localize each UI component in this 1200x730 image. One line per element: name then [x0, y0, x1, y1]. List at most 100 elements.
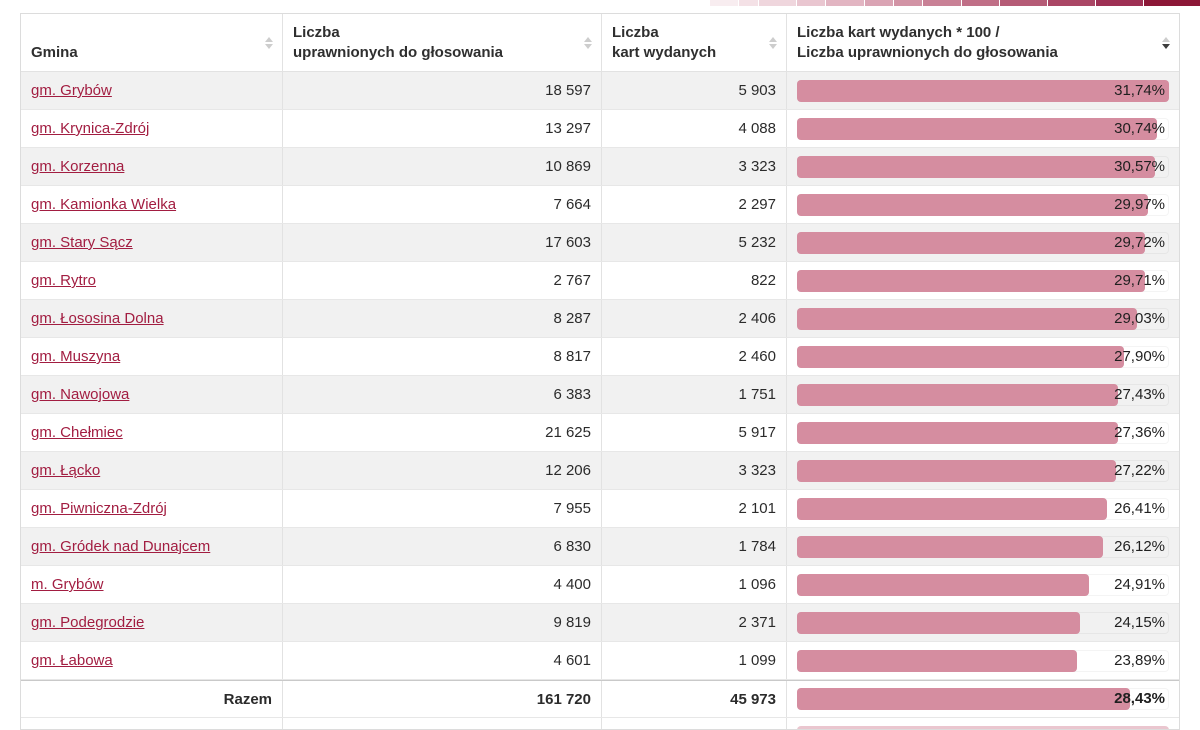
ratio-bar — [797, 345, 1124, 368]
ratio-value: 29,71% — [1114, 271, 1165, 289]
ballots-cell: 4 088 — [602, 110, 787, 147]
table-row: gm. Grybów 18 597 5 903 31,74% — [21, 72, 1179, 110]
gmina-link[interactable]: gm. Muszyna — [31, 348, 121, 365]
ratio-cell: 24,91% — [787, 566, 1179, 603]
ratio-value: 29,03% — [1114, 309, 1165, 327]
ratio-cell: 29,71% — [787, 262, 1179, 299]
table-row: m. Grybów 4 400 1 096 24,91% — [21, 566, 1179, 604]
gmina-link[interactable]: gm. Krynica-Zdrój — [31, 120, 150, 137]
ratio-cell: 27,22% — [787, 452, 1179, 489]
gmina-link[interactable]: gm. Nawojowa — [31, 386, 130, 403]
gmina-link[interactable]: gm. Grybów — [31, 82, 112, 99]
ratio-cell: 29,72% — [787, 224, 1179, 261]
ratio-bar-track: 27,43% — [797, 383, 1169, 406]
ratio-bar — [797, 535, 1104, 558]
color-scale-segment — [864, 0, 894, 6]
color-scale-segment — [710, 0, 739, 6]
eligible-cell: 7 664 — [283, 186, 602, 223]
eligible-cell: 18 597 — [283, 72, 602, 109]
eligible-cell: 10 869 — [283, 148, 602, 185]
gmina-cell: gm. Gródek nad Dunajcem — [21, 528, 283, 565]
gmina-cell: gm. Stary Sącz — [21, 224, 283, 261]
ballots-cell: 5 917 — [602, 414, 787, 451]
results-table: Gmina Liczba uprawnionych do głosowania … — [20, 13, 1180, 730]
eligible-cell: 6 830 — [283, 528, 602, 565]
gmina-link[interactable]: gm. Chełmiec — [31, 424, 123, 441]
gmina-link[interactable]: gm. Piwniczna-Zdrój — [31, 500, 167, 517]
ratio-bar — [797, 117, 1158, 140]
ratio-value: 27,22% — [1114, 461, 1165, 479]
table-row: gm. Muszyna 8 817 2 460 27,90% — [21, 338, 1179, 376]
ratio-bar — [797, 155, 1156, 178]
ratio-cell: 26,41% — [787, 490, 1179, 527]
ratio-cell: 26,12% — [787, 528, 1179, 565]
gmina-cell: gm. Łącko — [21, 452, 283, 489]
ratio-bar-track: 27,36% — [797, 421, 1169, 444]
ballots-cell: 2 406 — [602, 300, 787, 337]
color-scale-strip — [710, 0, 1200, 6]
eligible-cell: 4 400 — [283, 566, 602, 603]
ratio-value: 24,15% — [1114, 613, 1165, 631]
eligible-cell: 8 817 — [283, 338, 602, 375]
color-scale-segment — [923, 0, 961, 6]
ballots-cell: 3 323 — [602, 452, 787, 489]
ballots-cell: 2 101 — [602, 490, 787, 527]
column-header-label: kart wydanych — [612, 44, 717, 61]
ratio-bar — [797, 79, 1169, 102]
gmina-link[interactable]: gm. Podegrodzie — [31, 614, 145, 631]
gmina-cell: gm. Korzenna — [21, 148, 283, 185]
ratio-bar — [797, 231, 1146, 254]
gmina-link[interactable]: gm. Łabowa — [31, 652, 113, 669]
ballots-cell: 1 096 — [602, 566, 787, 603]
table-row: gm. Podegrodzie 9 819 2 371 24,15% — [21, 604, 1179, 642]
color-scale-segment — [797, 0, 826, 6]
ratio-value: 27,36% — [1114, 423, 1165, 441]
gmina-link[interactable]: gm. Korzenna — [31, 158, 125, 175]
column-header-ballots[interactable]: Liczba kart wydanych — [602, 14, 787, 71]
ratio-cell: 29,97% — [787, 186, 1179, 223]
gmina-link[interactable]: gm. Łososina Dolna — [31, 310, 164, 327]
table-row: gm. Łabowa 4 601 1 099 23,89% — [21, 642, 1179, 680]
ratio-cell: 27,90% — [787, 338, 1179, 375]
ratio-cell: 23,89% — [787, 642, 1179, 679]
color-scale-segment — [826, 0, 864, 6]
table-body: gm. Grybów 18 597 5 903 31,74% gm. Kryni… — [21, 72, 1179, 680]
ratio-bar — [797, 497, 1107, 520]
column-header-ratio[interactable]: Liczba kart wydanych * 100 / Liczba upra… — [787, 14, 1179, 71]
ballots-cell: 5 903 — [602, 72, 787, 109]
table-row: gm. Stary Sącz 17 603 5 232 29,72% — [21, 224, 1179, 262]
gmina-cell: gm. Kamionka Wielka — [21, 186, 283, 223]
ratio-bar-track: 30,57% — [797, 155, 1169, 178]
column-header-label: Liczba kart wydanych * 100 / — [797, 24, 1000, 41]
ballots-cell: 822 — [602, 262, 787, 299]
table-row: gm. Piwniczna-Zdrój 7 955 2 101 26,41% — [21, 490, 1179, 528]
cutoff-row — [21, 718, 1179, 729]
table-row: gm. Kamionka Wielka 7 664 2 297 29,97% — [21, 186, 1179, 224]
gmina-link[interactable]: m. Grybów — [31, 576, 104, 593]
ballots-cell: 3 323 — [602, 148, 787, 185]
ratio-value: 29,97% — [1114, 195, 1165, 213]
ratio-bar-track: 29,71% — [797, 269, 1169, 292]
ratio-bar-track: 26,41% — [797, 497, 1169, 520]
gmina-link[interactable]: gm. Gródek nad Dunajcem — [31, 538, 211, 555]
gmina-link[interactable]: gm. Kamionka Wielka — [31, 196, 177, 213]
ratio-value: 29,72% — [1114, 233, 1165, 251]
gmina-link[interactable]: gm. Łącko — [31, 462, 101, 479]
ratio-cell: 27,36% — [787, 414, 1179, 451]
gmina-link[interactable]: gm. Stary Sącz — [31, 234, 133, 251]
gmina-link[interactable]: gm. Rytro — [31, 272, 97, 289]
column-header-gmina[interactable]: Gmina — [21, 14, 283, 71]
gmina-cell: gm. Podegrodzie — [21, 604, 283, 641]
eligible-cell: 13 297 — [283, 110, 602, 147]
column-header-label: Liczba uprawnionych do głosowania — [797, 44, 1058, 61]
column-header-label: Liczba — [612, 24, 659, 41]
color-scale-segment — [739, 0, 758, 6]
table-row: gm. Chełmiec 21 625 5 917 27,36% — [21, 414, 1179, 452]
ratio-value: 28,43% — [1114, 690, 1165, 707]
column-header-eligible[interactable]: Liczba uprawnionych do głosowania — [283, 14, 602, 71]
color-scale-segment — [961, 0, 1000, 6]
color-scale-segment — [1095, 0, 1143, 6]
total-eligible-cell: 161 720 — [283, 681, 602, 717]
ratio-bar — [797, 269, 1146, 292]
ratio-value: 27,43% — [1114, 385, 1165, 403]
